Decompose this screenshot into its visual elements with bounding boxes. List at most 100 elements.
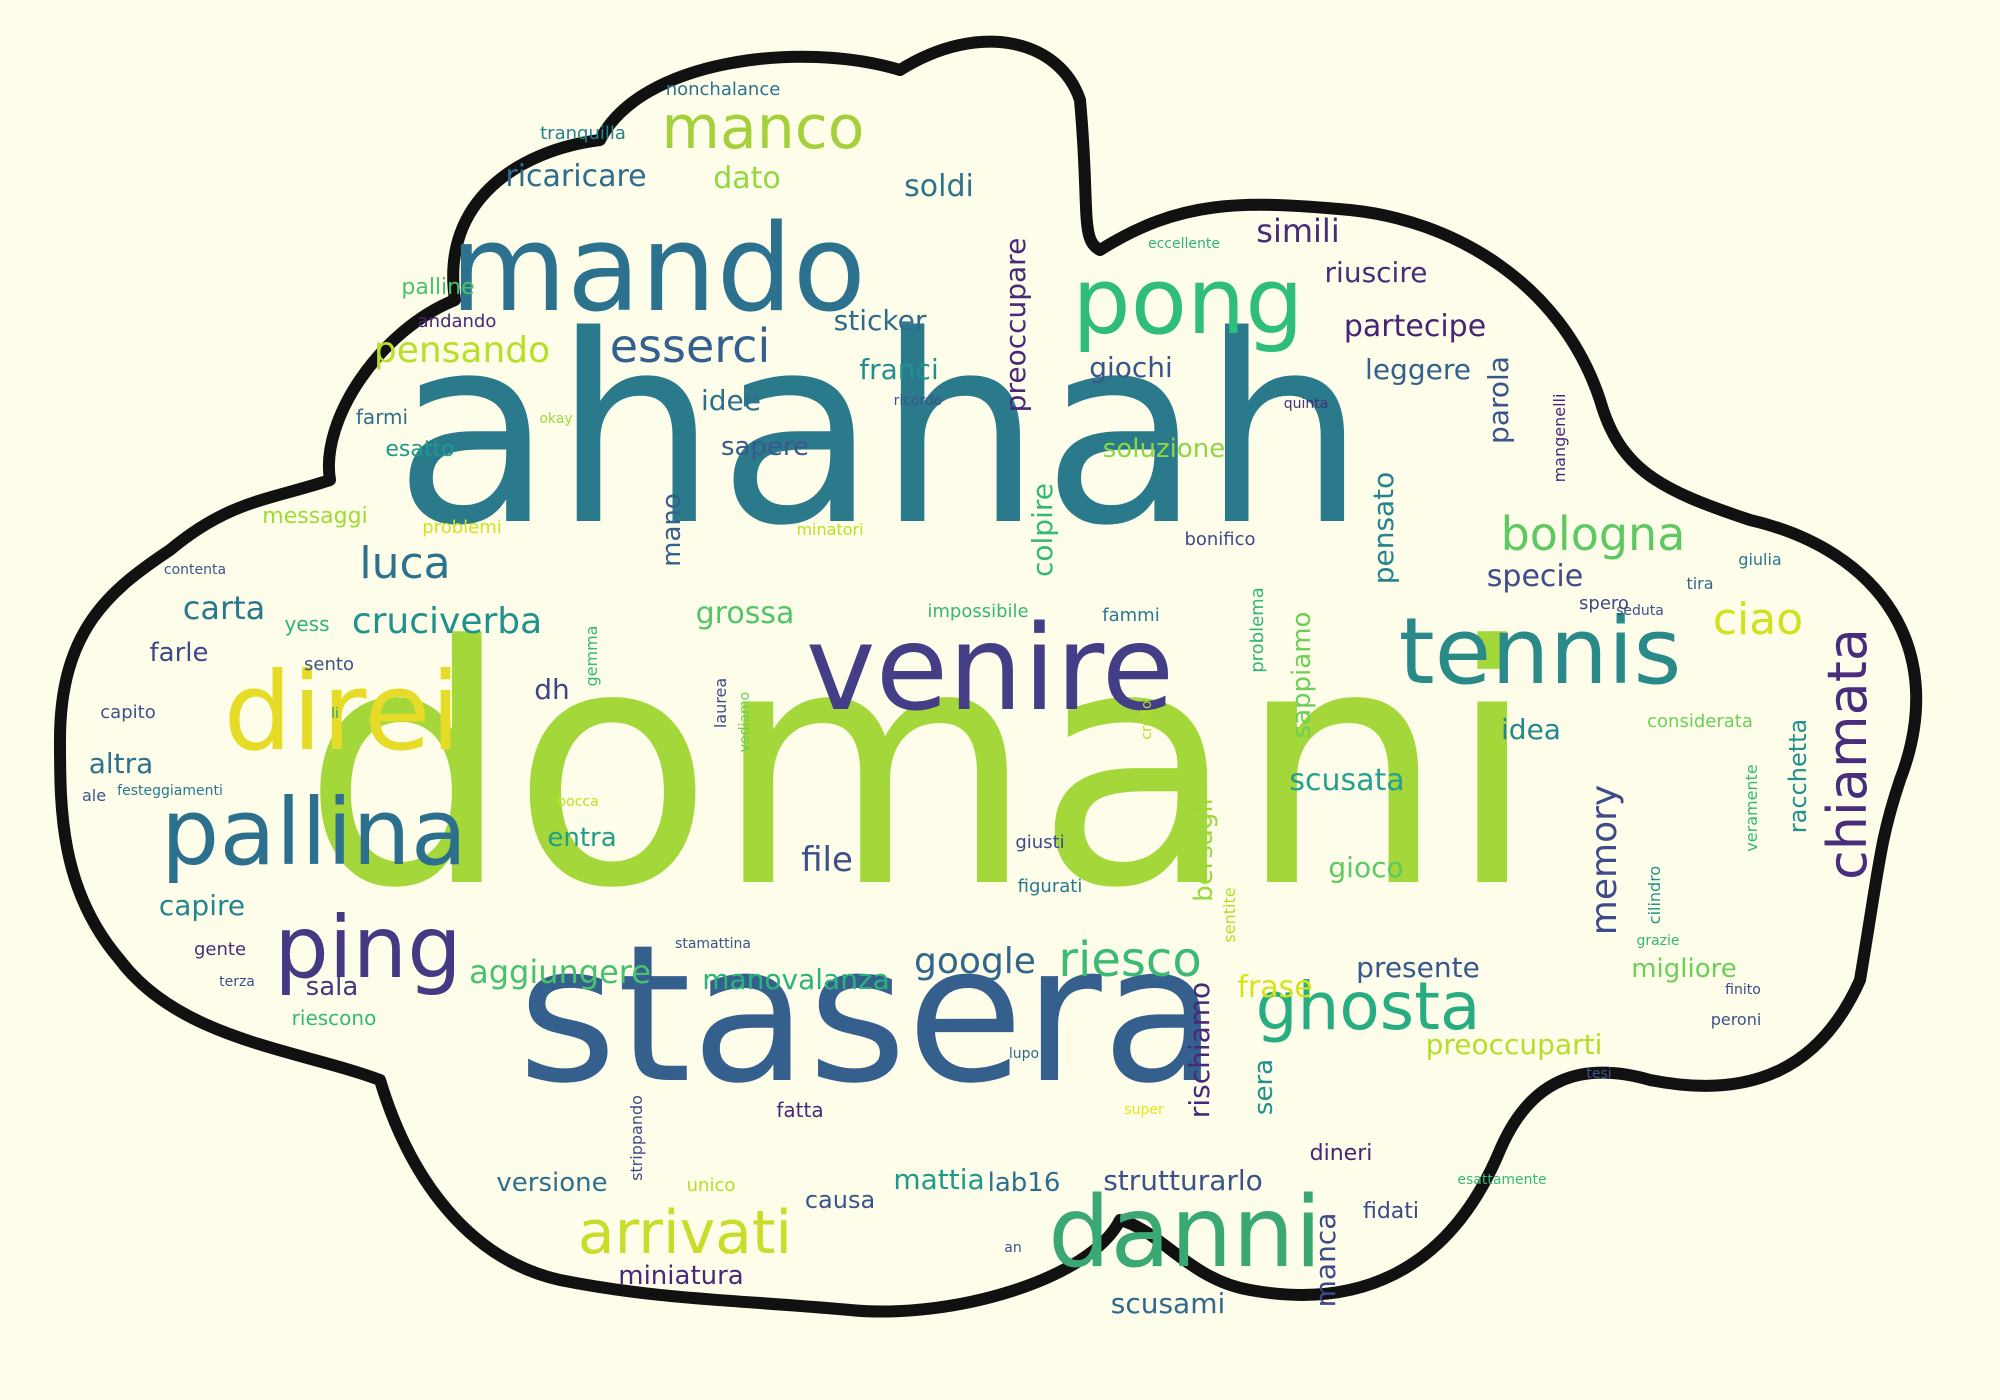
word-super: super xyxy=(1124,1102,1164,1118)
word-preoccuparti: preoccuparti xyxy=(1425,1028,1603,1061)
word-unico: unico xyxy=(686,1175,736,1196)
word-manca: manca xyxy=(1309,1212,1342,1308)
word-dato: dato xyxy=(713,161,781,196)
word-stamattina: stamattina xyxy=(675,936,751,952)
word-versione: versione xyxy=(496,1168,608,1198)
word-yess: yess xyxy=(284,612,330,636)
word-ale: ale xyxy=(81,786,107,805)
word-arrivati: arrivati xyxy=(577,1198,793,1268)
word-causa: causa xyxy=(804,1186,876,1214)
word-terza: terza xyxy=(219,974,255,990)
word-carta: carta xyxy=(182,589,266,627)
word-ahahah: ahahah xyxy=(393,281,1367,583)
word-problemi: problemi xyxy=(422,517,502,538)
word-ping: ping xyxy=(274,898,462,998)
word-ciao: ciao xyxy=(1712,594,1804,645)
word-impossibile: impossibile xyxy=(927,601,1029,622)
word-franci: franci xyxy=(859,353,939,386)
word-google: google xyxy=(914,941,1036,982)
word-dh: dh xyxy=(534,673,570,706)
word-farmi: farmi xyxy=(355,405,409,429)
word-miniatura: miniatura xyxy=(618,1261,744,1291)
word-fidati: fidati xyxy=(1362,1199,1420,1224)
word-an: an xyxy=(1004,1240,1022,1256)
word-parola: parola xyxy=(1482,356,1515,444)
word-frase: frase xyxy=(1237,970,1313,1005)
word-bonifico: bonifico xyxy=(1184,529,1256,550)
word-bologna: bologna xyxy=(1500,507,1686,561)
word-sappiamo: sappiamo xyxy=(1287,611,1317,739)
word-credo: credo xyxy=(1139,700,1155,740)
word-aggiungere: aggiungere xyxy=(469,953,651,991)
word-tira: tira xyxy=(1686,574,1714,593)
word-considerata: considerata xyxy=(1647,711,1753,732)
word-sapere: sapere xyxy=(720,432,810,462)
word-sala: sala xyxy=(305,972,359,1002)
word-contenta: contenta xyxy=(163,562,227,578)
word-figurati: figurati xyxy=(1017,876,1083,897)
word-spero: spero xyxy=(1579,593,1629,614)
word-file: file xyxy=(801,840,853,880)
word-sera: sera xyxy=(1249,1058,1279,1116)
word-racchetta: racchetta xyxy=(1784,718,1812,834)
word-grossa: grossa xyxy=(695,596,795,631)
word-domani: domani xyxy=(302,576,1538,960)
word-manco: manco xyxy=(661,93,865,163)
word-strutturarlo: strutturarlo xyxy=(1103,1164,1263,1197)
word-minatori: minatori xyxy=(796,520,864,539)
word-mano: mano xyxy=(657,493,687,567)
word-preoccupare: preoccupare xyxy=(999,237,1032,413)
word-riuscire: riuscire xyxy=(1324,256,1428,289)
word-mando: mando xyxy=(449,200,867,339)
word-peroni: peroni xyxy=(1710,1010,1762,1029)
word-mangenelli: mangenelli xyxy=(1550,393,1569,483)
word-pensato: pensato xyxy=(1367,471,1400,585)
word-simili: simili xyxy=(1256,212,1340,250)
word-tesi: tesi xyxy=(1586,1066,1612,1082)
word-grazie: grazie xyxy=(1636,933,1680,949)
word-soluzione: soluzione xyxy=(1102,434,1226,464)
word-ricaricare: ricaricare xyxy=(505,159,647,194)
word-esserci: esserci xyxy=(609,319,771,373)
word-eccellente: eccellente xyxy=(1148,236,1220,252)
word-chiamata: chiamata xyxy=(1816,628,1879,880)
word-tennis: tennis xyxy=(1398,598,1682,705)
word-messaggi: messaggi xyxy=(262,504,368,529)
word-presente: presente xyxy=(1356,951,1480,984)
word-partecipe: partecipe xyxy=(1343,309,1487,344)
word-lupo: lupo xyxy=(1008,1046,1040,1062)
word-sticker: sticker xyxy=(833,304,927,337)
word-ghosta: ghosta xyxy=(1255,968,1481,1045)
word-luca: luca xyxy=(359,538,451,589)
word-mattia: mattia xyxy=(893,1163,985,1196)
word-pallina: pallina xyxy=(160,779,468,886)
word-seduta: seduta xyxy=(1616,603,1664,619)
word-bersagli: bersagli xyxy=(1189,798,1219,902)
word-finito: finito xyxy=(1725,982,1761,998)
word-palline: palline xyxy=(401,275,475,300)
word-manovalanza: manovalanza xyxy=(702,963,890,996)
word-fatta: fatta xyxy=(776,1098,824,1122)
word-gente: gente xyxy=(193,939,247,960)
word-sentite: sentite xyxy=(1220,887,1239,943)
word-capire: capire xyxy=(158,889,246,922)
word-rischiamo: rischiamo xyxy=(1183,981,1216,1119)
word-entra: entra xyxy=(547,823,617,853)
word-giusti: giusti xyxy=(1015,832,1065,853)
word-stasera: stasera xyxy=(517,904,1219,1125)
word-vediamo: vediamo xyxy=(737,691,753,753)
word-riesco: riesco xyxy=(1058,932,1202,988)
word-quinta: quinta xyxy=(1283,396,1329,412)
word-scusata: scusata xyxy=(1289,763,1405,798)
word-esattamente: esattamente xyxy=(1457,1172,1547,1188)
word-altra: altra xyxy=(88,747,154,780)
word-okay: okay xyxy=(539,411,573,427)
word-memory: memory xyxy=(1584,784,1625,936)
word-venire: venire xyxy=(805,599,1175,737)
word-veramente: veramente xyxy=(1742,764,1761,852)
word-scusami: scusami xyxy=(1110,1287,1226,1320)
word-sento: sento xyxy=(304,654,354,675)
